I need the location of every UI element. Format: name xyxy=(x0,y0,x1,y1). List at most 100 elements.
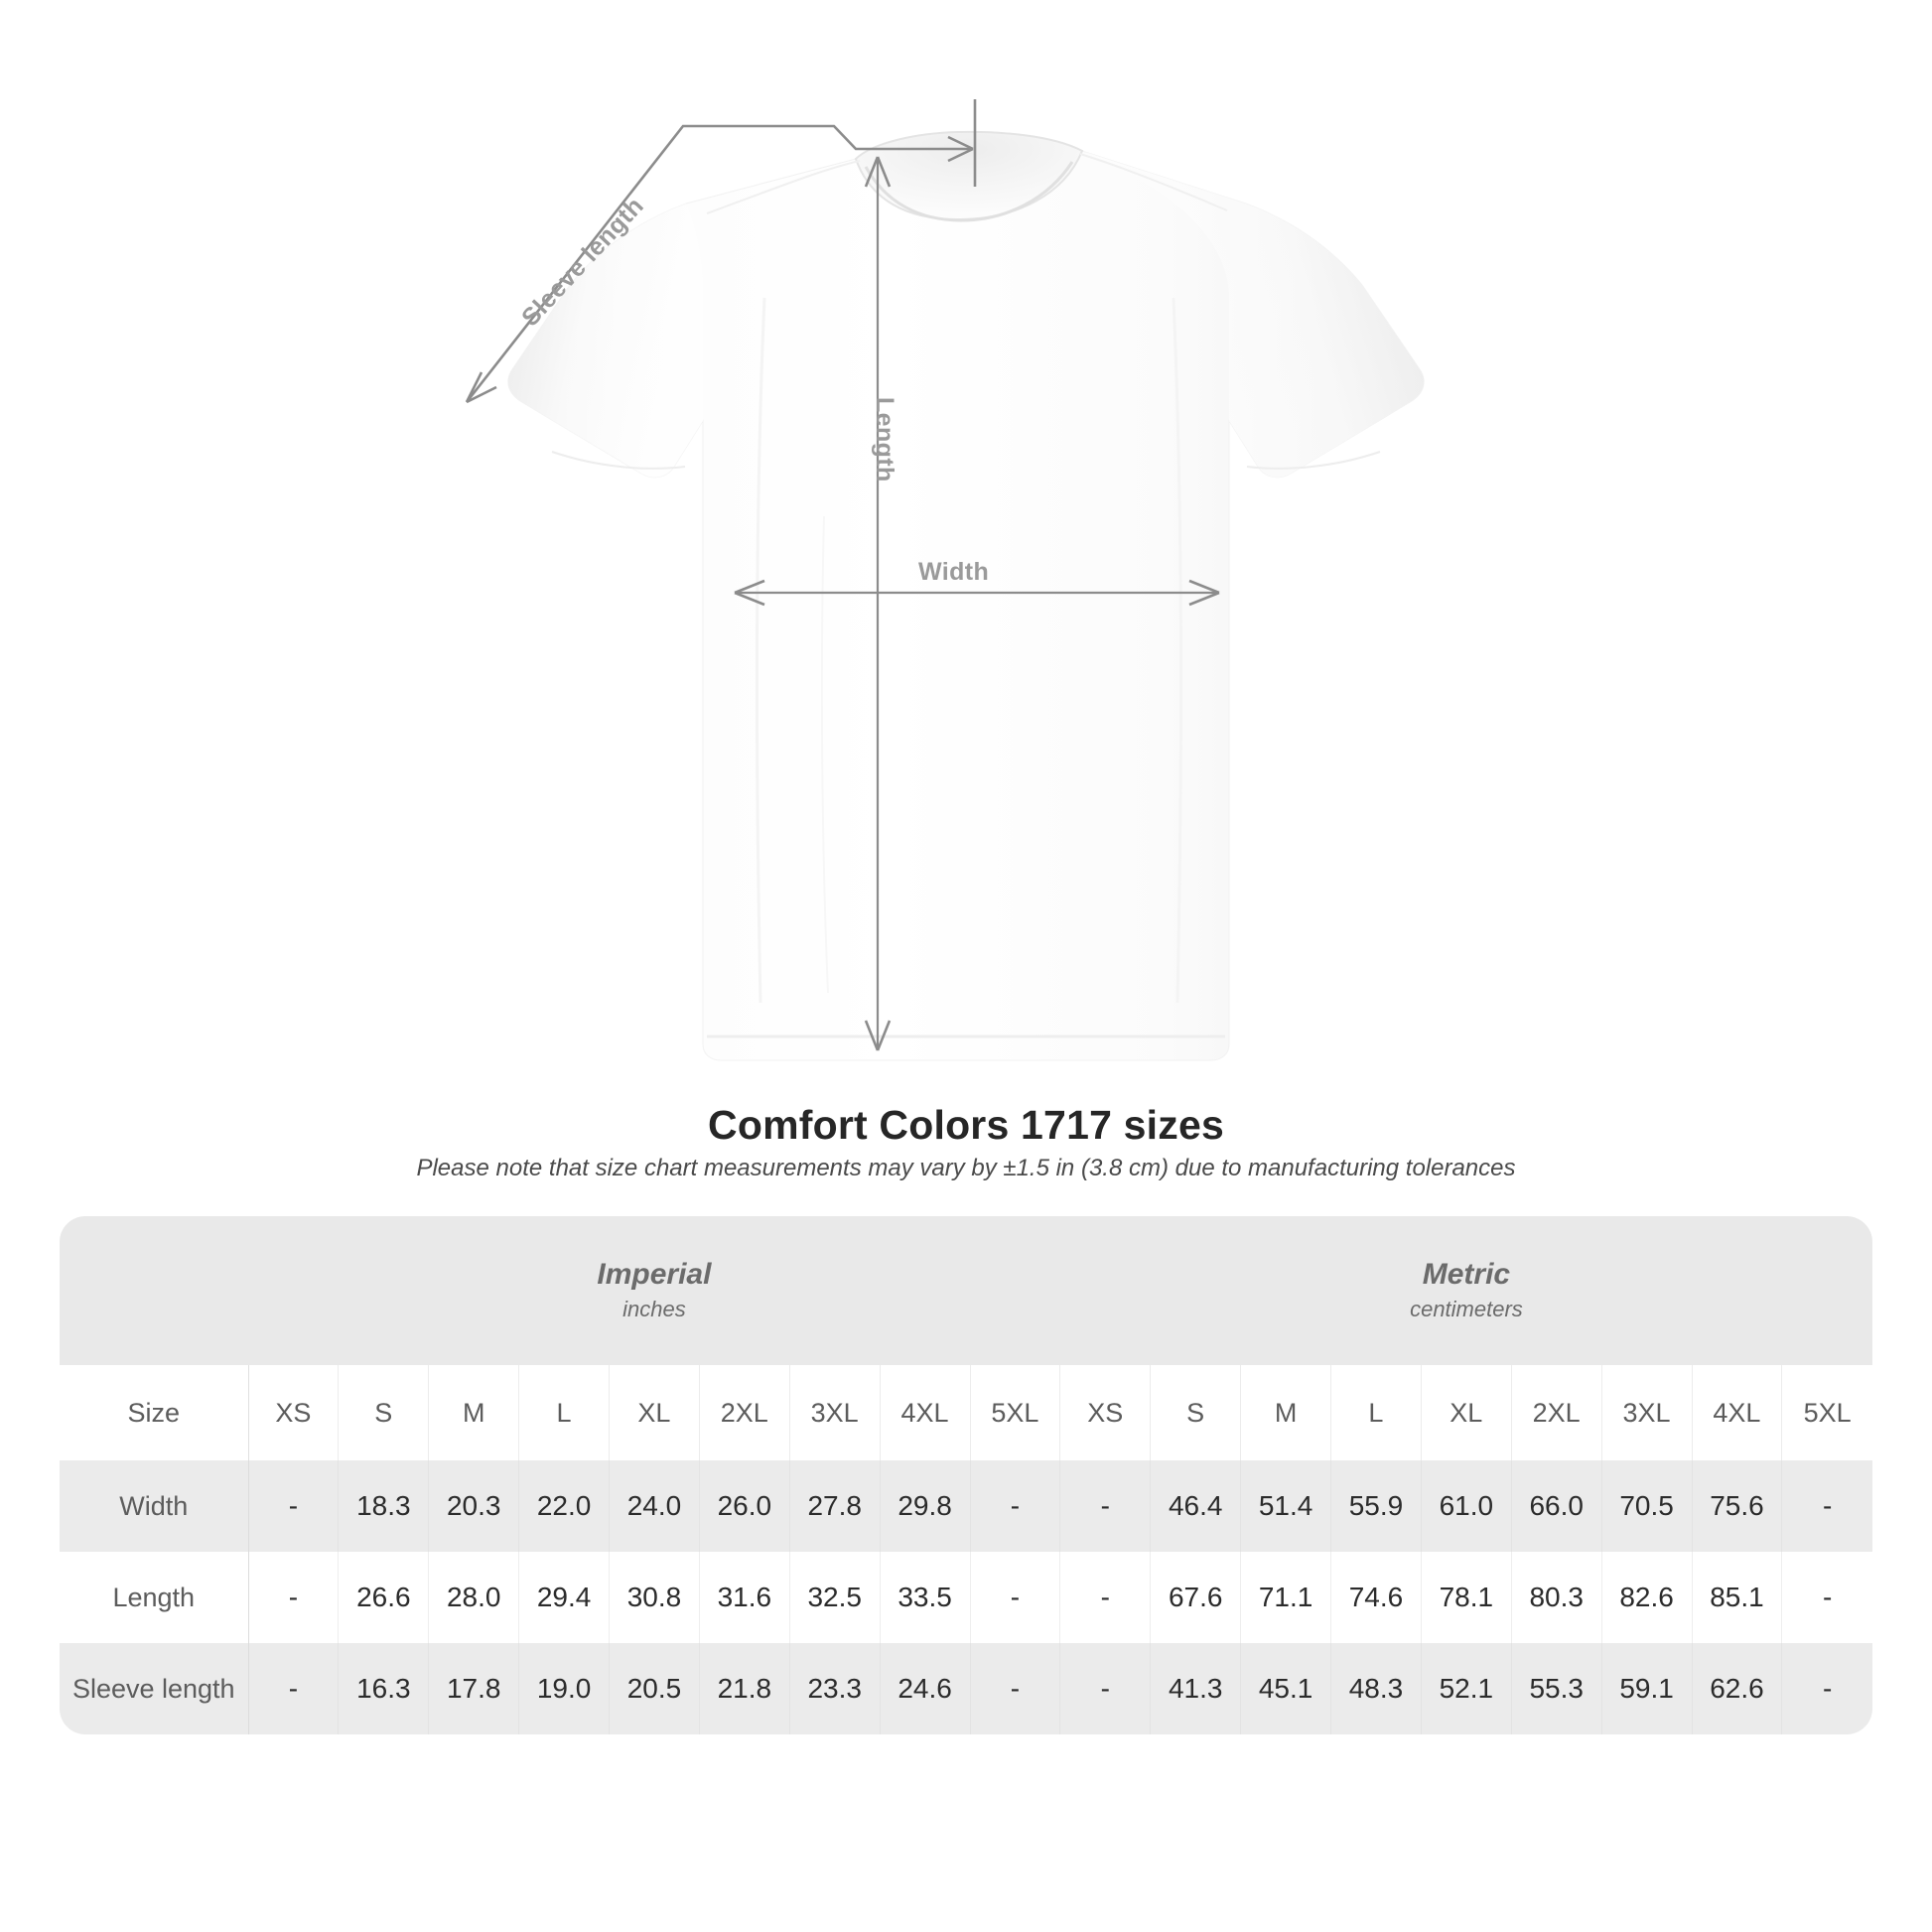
cell-value: - xyxy=(1059,1460,1152,1552)
cell-value: 59.1 xyxy=(1601,1643,1693,1734)
cell-value: 19.0 xyxy=(518,1643,610,1734)
cell-value: 31.6 xyxy=(699,1552,790,1643)
size-col-header: 3XL xyxy=(1601,1365,1693,1460)
unit-name-imperial: Imperial xyxy=(597,1257,712,1291)
size-header-row: Size XS S M L XL 2XL 3XL 4XL 5XL XS S M … xyxy=(60,1365,1872,1460)
cell-value: - xyxy=(970,1552,1061,1643)
size-chart-table: Imperial inches Metric centimeters Size … xyxy=(60,1216,1872,1734)
width-label: Width xyxy=(918,558,990,586)
cell-value: 27.8 xyxy=(789,1460,881,1552)
cell-value: 55.3 xyxy=(1511,1643,1602,1734)
size-col-header: S xyxy=(338,1365,430,1460)
cell-value: 16.3 xyxy=(338,1643,430,1734)
size-col-header: L xyxy=(518,1365,610,1460)
cell-value: 55.9 xyxy=(1330,1460,1422,1552)
tshirt-illustration xyxy=(465,99,1425,1061)
cell-value: 62.6 xyxy=(1692,1643,1783,1734)
cell-value: 22.0 xyxy=(518,1460,610,1552)
cell-value: - xyxy=(1823,1673,1833,1704)
unit-header-spacer xyxy=(60,1216,248,1365)
cell-value: 33.5 xyxy=(880,1552,971,1643)
cell-value: 46.4 xyxy=(1150,1460,1242,1552)
cell-value: - xyxy=(970,1460,1061,1552)
cell-value: 24.6 xyxy=(880,1643,971,1734)
size-col-header: XL xyxy=(1421,1365,1512,1460)
cell-value: - xyxy=(1823,1582,1833,1612)
cell-value: - xyxy=(1059,1552,1152,1643)
table-row: Sleeve length - 16.3 17.8 19.0 20.5 21.8… xyxy=(60,1643,1872,1734)
row-label-width: Width xyxy=(60,1460,249,1552)
cell-value: 21.8 xyxy=(699,1643,790,1734)
cell-value: 75.6 xyxy=(1692,1460,1783,1552)
cell-value: 71.1 xyxy=(1240,1552,1331,1643)
dimension-lines xyxy=(465,99,1220,1051)
cell-value: - xyxy=(248,1460,340,1552)
size-col-header: 2XL xyxy=(1511,1365,1602,1460)
table-row: Length - 26.6 28.0 29.4 30.8 31.6 32.5 3… xyxy=(60,1552,1872,1643)
cell-value: 29.4 xyxy=(518,1552,610,1643)
size-col-header: 5XL xyxy=(970,1365,1061,1460)
size-col-header: XS xyxy=(1059,1365,1152,1460)
size-table-container: Imperial inches Metric centimeters Size … xyxy=(0,1216,1932,1734)
cell-value: 26.6 xyxy=(338,1552,430,1643)
cell-value: 18.3 xyxy=(338,1460,430,1552)
cell-value: 23.3 xyxy=(789,1643,881,1734)
tshirt-diagram: Sleeve length Length Width xyxy=(465,99,1425,1061)
cell-value: 48.3 xyxy=(1330,1643,1422,1734)
row-label-length: Length xyxy=(60,1552,249,1643)
unit-header-metric: Metric centimeters xyxy=(1060,1216,1872,1365)
size-col-header: M xyxy=(1240,1365,1331,1460)
cell-value: 82.6 xyxy=(1601,1552,1693,1643)
size-col-header: 4XL xyxy=(1692,1365,1783,1460)
cell-value: 17.8 xyxy=(428,1643,520,1734)
cell-value: 45.1 xyxy=(1240,1643,1331,1734)
tolerance-note: Please note that size chart measurements… xyxy=(416,1155,1516,1181)
cell-value: 67.6 xyxy=(1150,1552,1242,1643)
unit-sub-metric: centimeters xyxy=(1410,1297,1523,1322)
cell-value: - xyxy=(248,1643,340,1734)
cell-value: 30.8 xyxy=(609,1552,700,1643)
size-col-header: 2XL xyxy=(699,1365,790,1460)
size-col-header: M xyxy=(428,1365,520,1460)
cell-value: 29.8 xyxy=(880,1460,971,1552)
table-row: Width - 18.3 20.3 22.0 24.0 26.0 27.8 29… xyxy=(60,1460,1872,1552)
cell-value: 24.0 xyxy=(609,1460,700,1552)
cell-value: 32.5 xyxy=(789,1552,881,1643)
cell-value: 26.0 xyxy=(699,1460,790,1552)
cell-value: - xyxy=(248,1552,340,1643)
sleeve-length-leader xyxy=(465,124,973,403)
cell-value: 41.3 xyxy=(1150,1643,1242,1734)
size-col-header: 4XL xyxy=(880,1365,971,1460)
cell-value: 74.6 xyxy=(1330,1552,1422,1643)
cell-value: 80.3 xyxy=(1511,1552,1602,1643)
cell-value: 52.1 xyxy=(1421,1643,1512,1734)
unit-header-row: Imperial inches Metric centimeters xyxy=(60,1216,1872,1365)
cell-value: 85.1 xyxy=(1692,1552,1783,1643)
unit-sub-imperial: inches xyxy=(622,1297,686,1322)
cell-value: 20.5 xyxy=(609,1643,700,1734)
size-col-header: XS xyxy=(248,1365,340,1460)
shirt-shape xyxy=(507,130,1425,1061)
size-col-header: 3XL xyxy=(789,1365,881,1460)
size-col-header: L xyxy=(1330,1365,1422,1460)
cell-value: 70.5 xyxy=(1601,1460,1693,1552)
cell-value: - xyxy=(1059,1643,1152,1734)
cell-value: 20.3 xyxy=(428,1460,520,1552)
cell-value: 66.0 xyxy=(1511,1460,1602,1552)
cell-value: 61.0 xyxy=(1421,1460,1512,1552)
size-col-header: 5XL xyxy=(1803,1397,1852,1428)
cell-value: - xyxy=(1823,1490,1833,1521)
length-label: Length xyxy=(871,397,898,483)
title-block: Comfort Colors 1717 sizes Please note th… xyxy=(0,1102,1932,1216)
unit-header-imperial: Imperial inches xyxy=(248,1216,1060,1365)
cell-value: 51.4 xyxy=(1240,1460,1331,1552)
cell-value: 78.1 xyxy=(1421,1552,1512,1643)
size-col-header: XL xyxy=(609,1365,700,1460)
size-col-header: S xyxy=(1150,1365,1242,1460)
cell-value: - xyxy=(970,1643,1061,1734)
cell-value: 28.0 xyxy=(428,1552,520,1643)
unit-name-metric: Metric xyxy=(1422,1257,1511,1291)
page-title: Comfort Colors 1717 sizes xyxy=(708,1102,1224,1148)
row-label-sleeve-length: Sleeve length xyxy=(60,1643,249,1734)
size-header-label: Size xyxy=(60,1365,249,1460)
